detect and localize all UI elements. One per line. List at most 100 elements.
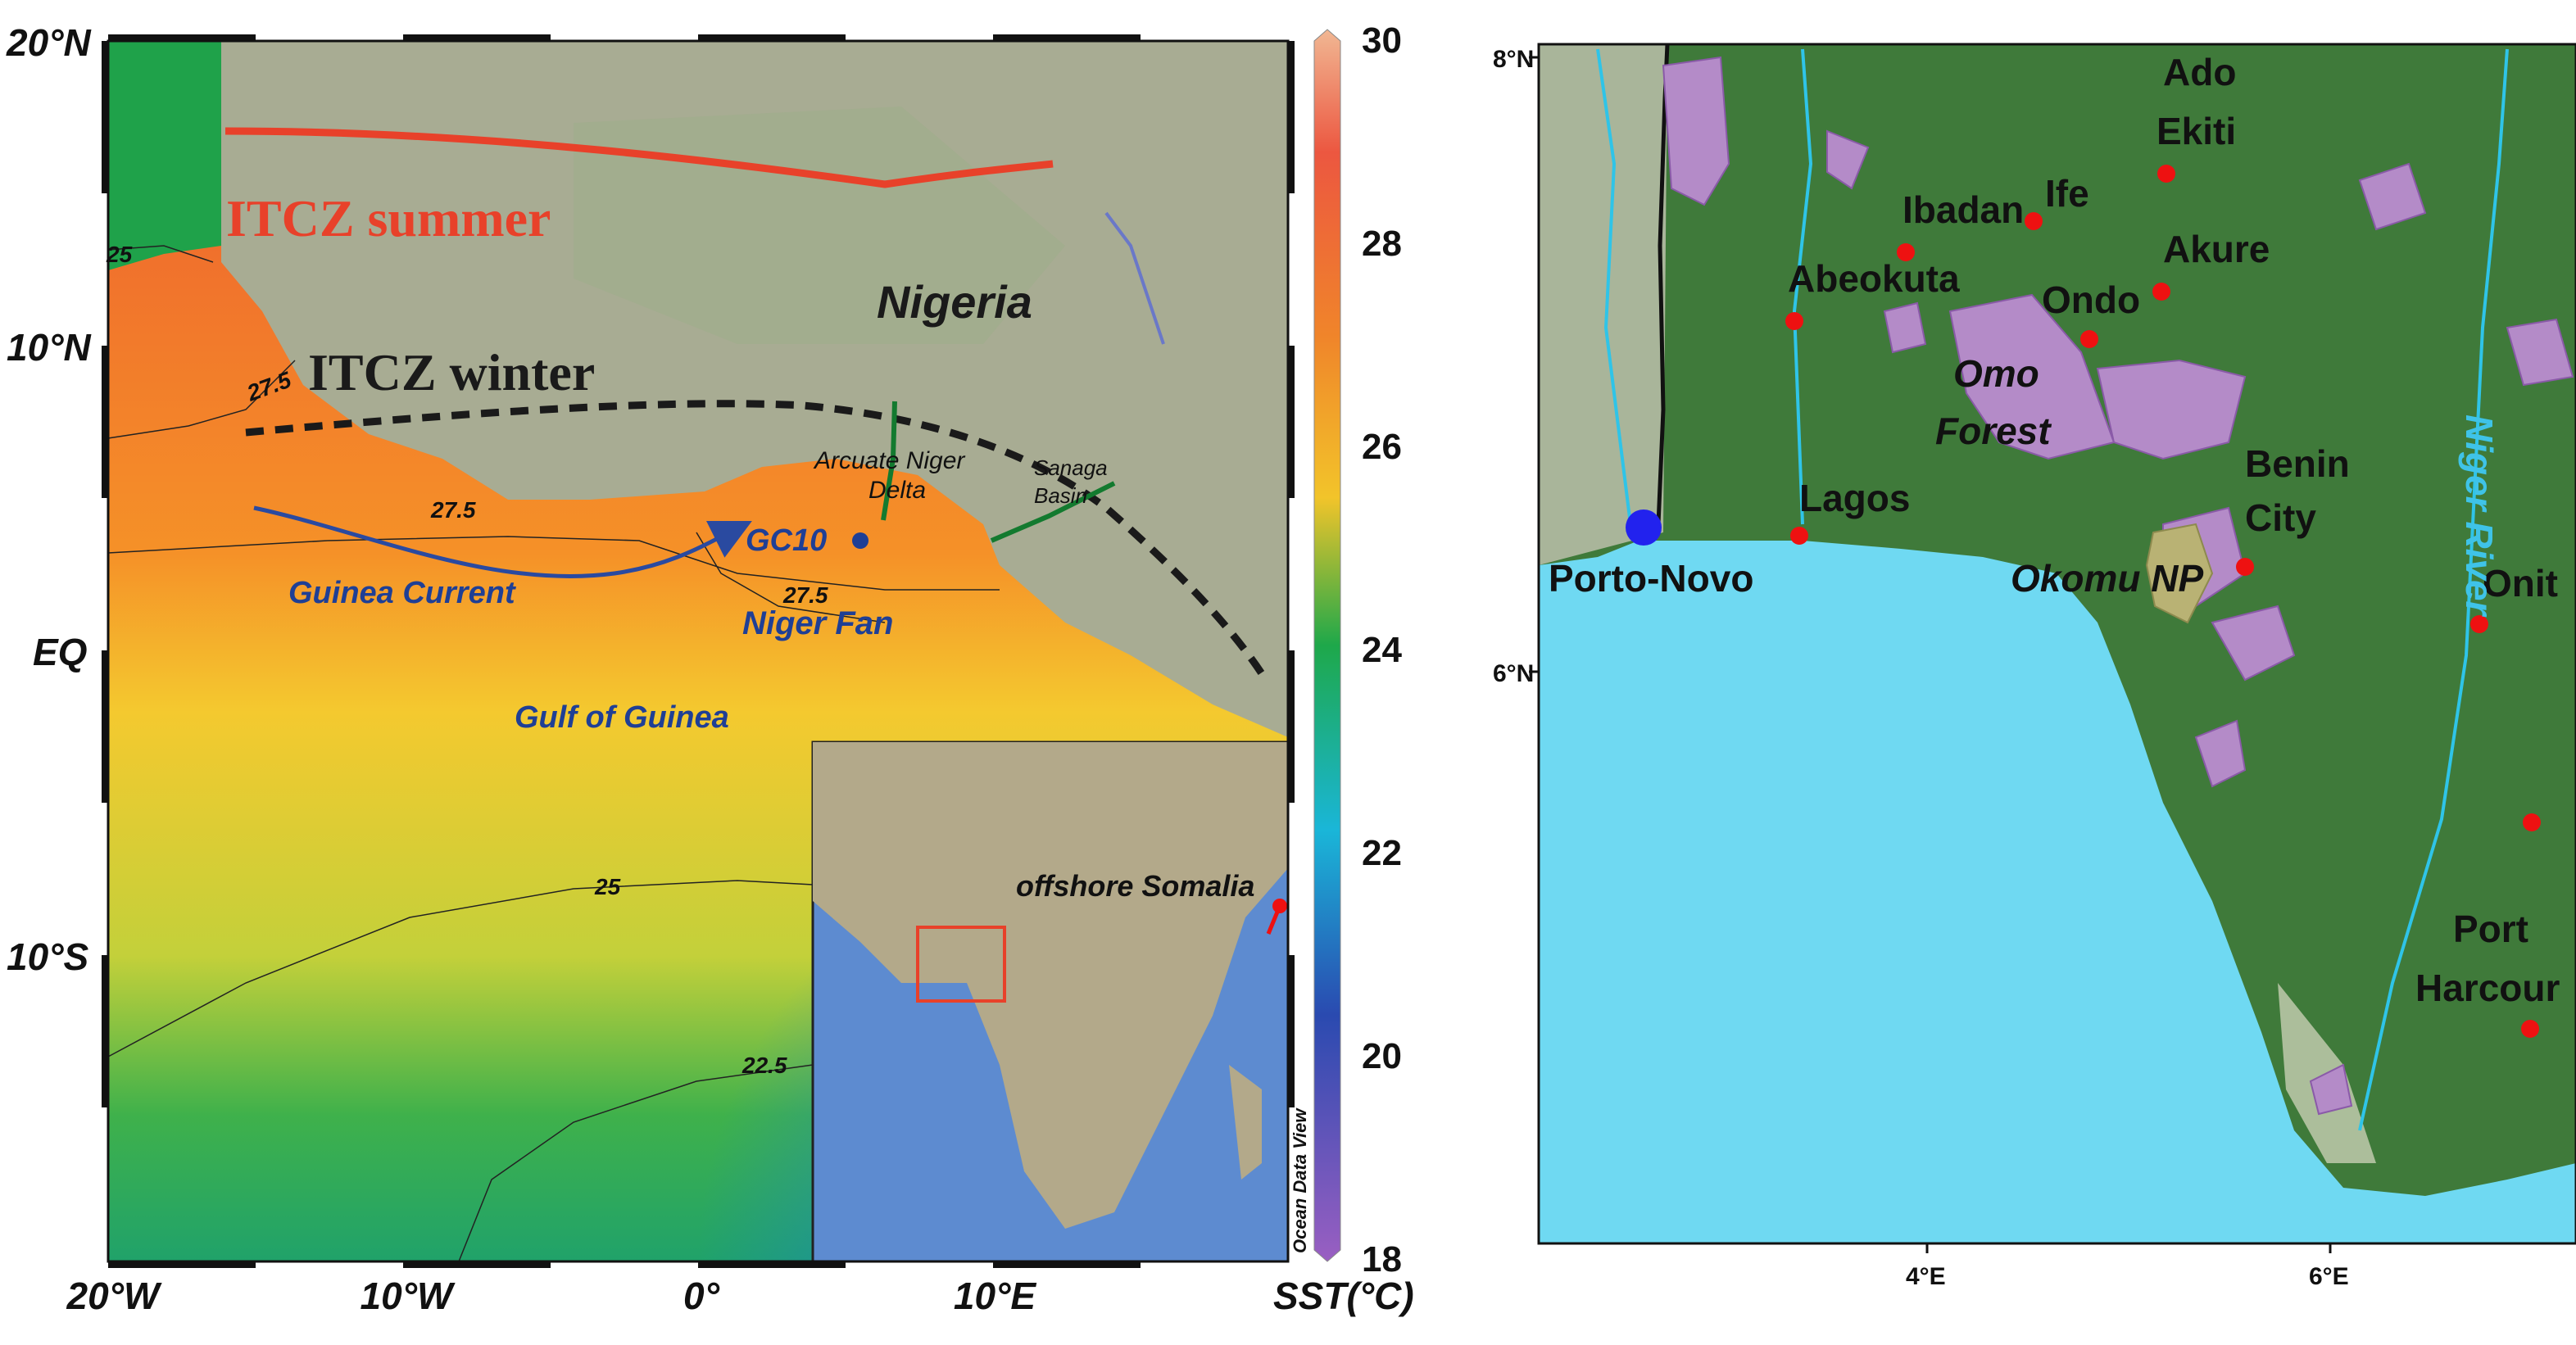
- itcz-summer-line: [224, 127, 1054, 188]
- colorbar-tick-20: 20: [1362, 1036, 1402, 1076]
- sanaga-basin-label-2: Basin: [1034, 483, 1087, 508]
- itcz-winter-line: [245, 400, 1269, 682]
- city-dot-abeokuta: [1785, 312, 1803, 330]
- colorbar-unit-label: SST(°C): [1273, 1275, 1414, 1317]
- lon-label-4e: 4°E: [1906, 1263, 1946, 1290]
- gc10-site-marker: [852, 532, 868, 549]
- contour-label-25-south: 25: [594, 874, 621, 899]
- arcuate-delta-label-1: Arcuate Niger: [813, 447, 965, 474]
- itcz-winter-label: ITCZ winter: [308, 343, 595, 401]
- reserve-1: [1662, 56, 1730, 206]
- contour-label-27.5-fan: 27.5: [782, 582, 828, 608]
- contour-25-south: [107, 880, 814, 1057]
- lat-label-6n: 6°N: [1493, 660, 1534, 687]
- reserve-8: [2506, 318, 2574, 387]
- niger-river-course: [2358, 48, 2509, 1131]
- reserve-omo: [1948, 293, 2116, 460]
- lon-label-10w: 10°W: [361, 1275, 456, 1317]
- guinea-current-arrow: [253, 505, 752, 578]
- area-label-omo: Omo: [1953, 352, 2039, 395]
- area-label-forest: Forest: [1935, 410, 2052, 452]
- colorbar-tick-24: 24: [1362, 630, 1402, 670]
- itcz-summer-label: ITCZ summer: [226, 189, 551, 247]
- river-ogun: [1792, 48, 1813, 525]
- city-label-ondo: Ondo: [2042, 279, 2140, 321]
- inset-africa-map: [811, 740, 1290, 1263]
- satellite-map-frame: [1537, 43, 2576, 1245]
- guinea-current-label: Guinea Current: [288, 576, 516, 610]
- land-shade-sahel: [574, 106, 1065, 344]
- city-dot-ondo: [2080, 330, 2098, 348]
- niger-river-label: Niger River: [2458, 414, 2501, 618]
- lon-label-10e: 10°E: [954, 1275, 1037, 1317]
- sst-map: 20°N 10°N EQ 10°S 20°W 10°W 0° 10°E ITCZ…: [6, 20, 1414, 1317]
- city-dot-benin-city: [2236, 558, 2254, 576]
- porto-novo-marker: [1626, 509, 1662, 546]
- colorbar-tick-28: 28: [1362, 224, 1402, 264]
- benin-strip: [1539, 44, 1667, 565]
- inset-madagascar: [1229, 1065, 1262, 1180]
- reserve-5: [2211, 605, 2296, 682]
- somalia-marker-tail: [1266, 905, 1282, 935]
- satellite-axis-labels: 8°N 6°N 4°E 6°E: [1493, 46, 2349, 1290]
- city-label-benin: Benin: [2245, 442, 2350, 485]
- city-labels: Ado Ekiti Ibadan Ife Abeokuta Akure Ondo…: [1549, 51, 2560, 1009]
- lat-label-10s: 10°S: [7, 935, 89, 978]
- city-dot-port-harcourt: [2521, 1020, 2539, 1038]
- city-label-ibadan: Ibadan: [1903, 188, 2024, 231]
- river-oueme: [1596, 48, 1632, 525]
- rivers: [1596, 48, 2509, 1131]
- sst-lon-labels: 20°W 10°W 0° 10°E: [66, 1275, 1037, 1317]
- inset-study-box: [916, 926, 1006, 1003]
- gulf-of-guinea-label: Gulf of Guinea: [515, 700, 729, 735]
- contour-label-25-north: 25: [106, 242, 133, 267]
- city-label-port: Port: [2453, 908, 2528, 950]
- contour-25-north: [107, 245, 214, 263]
- reserve-10: [2309, 1063, 2353, 1116]
- city-dot-owerri: [2523, 813, 2541, 831]
- city-label-akure: Akure: [2163, 228, 2270, 270]
- city-dot-ibadan: [1897, 243, 1915, 261]
- ocean-data-view-credit: Ocean Data View: [1290, 1107, 1310, 1253]
- city-label-abeokuta: Abeokuta: [1788, 257, 1960, 300]
- area-labels: Omo Forest Okomu NP: [1935, 352, 2203, 600]
- city-dot-ado-ekiti: [2157, 165, 2175, 183]
- offshore-somalia-label: offshore Somalia: [1016, 869, 1254, 903]
- city-label-lagos: Lagos: [1799, 477, 1910, 519]
- nigeria-label: Nigeria: [877, 276, 1032, 328]
- sst-contours: [107, 245, 1000, 1262]
- reserve-3: [2096, 359, 2247, 460]
- city-label-harcour: Harcour: [2415, 967, 2560, 1009]
- land-area: [1539, 44, 2576, 1196]
- city-dot-lagos: [1790, 527, 1808, 545]
- city-label-city: City: [2245, 496, 2316, 539]
- frame-scale-bars: [102, 34, 1295, 1268]
- reserve-7: [1883, 301, 1927, 354]
- lon-label-20w: 20°W: [66, 1275, 163, 1317]
- inset-africa-land: [813, 742, 1288, 1229]
- lat-label-eq: EQ: [33, 631, 88, 673]
- colorbar-ticks: 30 28 26 24 22 20 18: [1362, 20, 1402, 1279]
- arcuate-delta-label-2: Delta: [868, 477, 926, 504]
- reserve-6: [2358, 162, 2427, 231]
- city-label-onit: Onit: [2483, 562, 2558, 605]
- satellite-ticks: [1529, 56, 2332, 1253]
- contour-27.5-mid: [107, 536, 1000, 591]
- contour-22.5: [458, 1064, 814, 1262]
- city-label-ife: Ife: [2045, 172, 2089, 215]
- lake-chad-river: [1104, 211, 1165, 345]
- sst-lat-labels: 20°N 10°N EQ 10°S: [6, 21, 92, 978]
- sst-colorbar: 30 28 26 24 22 20 18 Ocean Data View SST…: [1273, 20, 1414, 1317]
- lon-label-6e: 6°E: [2309, 1263, 2349, 1290]
- area-label-okomu-np: Okomu NP: [2011, 557, 2203, 600]
- niger-fan-label: Niger Fan: [742, 605, 893, 641]
- reserve-9: [2194, 719, 2247, 788]
- lat-label-8n: 8°N: [1493, 46, 1534, 73]
- sanaga-river-line: [990, 481, 1116, 543]
- contour-27.5-nw: [107, 360, 296, 439]
- lat-label-10n: 10°N: [7, 326, 92, 369]
- colorbar-tick-30: 30: [1362, 20, 1402, 61]
- colorbar-ramp: [1313, 29, 1341, 1262]
- city-label-ekiti: Ekiti: [2156, 110, 2236, 152]
- reserve-2: [1826, 129, 1870, 190]
